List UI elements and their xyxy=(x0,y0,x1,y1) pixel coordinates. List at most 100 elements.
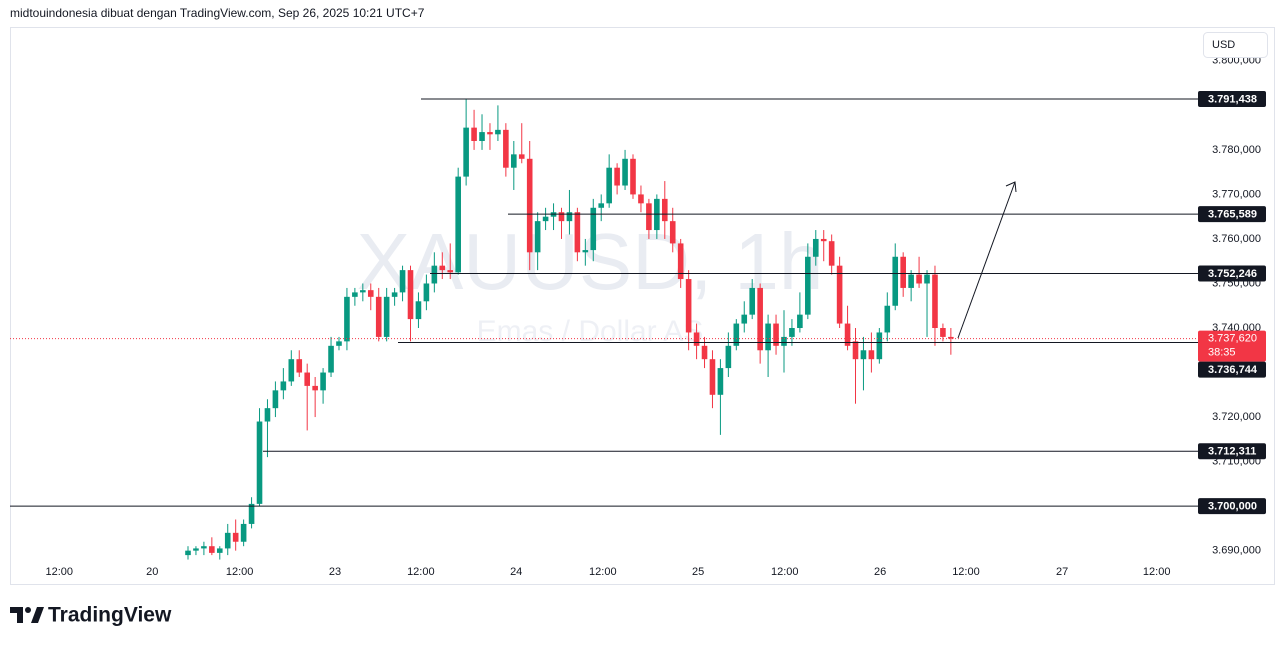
plot-area xyxy=(10,98,1198,560)
candle-body xyxy=(248,503,255,524)
candle-body xyxy=(312,385,318,391)
y-tick-label: 3.760,000 xyxy=(1212,233,1261,245)
candle-body xyxy=(264,408,271,422)
candle-body xyxy=(216,548,223,553)
candle-body xyxy=(820,238,827,242)
candle-body xyxy=(383,296,390,337)
x-tick-label: 12:00 xyxy=(952,566,980,578)
candle-body xyxy=(193,548,199,551)
candle-body xyxy=(288,359,295,382)
candle-body xyxy=(518,154,525,159)
candle-body xyxy=(407,270,414,320)
level-label: 3.752,246 xyxy=(1208,268,1257,280)
candle-body xyxy=(797,314,803,329)
candle-body xyxy=(860,350,867,360)
level-label: 3.791,438 xyxy=(1208,93,1257,105)
candle-body xyxy=(701,345,708,360)
candle-body xyxy=(391,292,398,297)
brand-name: TradingView xyxy=(48,604,172,627)
candle-body xyxy=(693,332,700,346)
candle-body xyxy=(892,256,899,306)
level-label: 3.765,589 xyxy=(1208,208,1257,220)
candle-body xyxy=(185,550,191,556)
candle-body xyxy=(948,336,954,339)
candle-body xyxy=(773,323,779,346)
candle-body xyxy=(908,274,914,288)
candle-body xyxy=(812,238,819,257)
currency-box[interactable] xyxy=(1203,32,1268,58)
x-tick-label: 12:00 xyxy=(589,566,617,578)
arrow-head xyxy=(1005,181,1017,193)
candle-body xyxy=(781,336,787,346)
candle-body xyxy=(725,345,732,369)
candle-body xyxy=(836,265,843,324)
candle-body xyxy=(336,341,342,346)
candle-body xyxy=(805,256,811,315)
candle-body xyxy=(876,332,883,360)
candle-body xyxy=(511,154,517,168)
level-label: 3.736,744 xyxy=(1208,364,1258,376)
candle-body xyxy=(765,323,771,351)
candle-body xyxy=(526,158,533,253)
candle-body xyxy=(828,241,835,266)
countdown-label: 38:35 xyxy=(1208,347,1236,359)
candle-body xyxy=(622,158,628,186)
candle-body xyxy=(757,287,763,351)
candle-body xyxy=(201,546,207,549)
candle-body xyxy=(463,127,469,177)
candle-body xyxy=(630,158,636,195)
candle-body xyxy=(495,129,501,135)
trend-arrow xyxy=(957,181,1017,339)
chart-frame xyxy=(10,27,1275,585)
candle-body xyxy=(868,350,875,360)
candle-body xyxy=(209,546,215,553)
candle-body xyxy=(558,212,565,222)
candle-body xyxy=(367,290,374,297)
candle-body xyxy=(685,279,692,333)
candle-body xyxy=(669,221,676,244)
y-tick-label: 3.690,000 xyxy=(1212,545,1261,557)
x-tick-label: 12:00 xyxy=(771,566,799,578)
candle-body xyxy=(304,372,310,386)
candle-body xyxy=(932,274,938,329)
candle-body xyxy=(606,167,612,204)
candle-body xyxy=(415,301,422,320)
candle-body xyxy=(479,132,485,141)
candle-body xyxy=(741,314,748,324)
candle-body xyxy=(503,129,509,168)
y-tick-label: 3.780,000 xyxy=(1212,144,1261,156)
candle-body xyxy=(598,203,605,208)
level-label-box xyxy=(1198,206,1266,223)
candle-body xyxy=(646,203,652,231)
x-tick-label: 24 xyxy=(510,566,522,578)
candle-body xyxy=(431,265,438,284)
candle-body xyxy=(844,323,851,346)
currency-button[interactable]: USD xyxy=(1203,32,1268,58)
logo-mark xyxy=(10,607,23,623)
x-tick-label: 26 xyxy=(874,566,886,578)
candle-body xyxy=(328,345,334,373)
x-tick-label: 27 xyxy=(1056,566,1068,578)
candle-body xyxy=(709,359,716,395)
candle-body xyxy=(789,328,795,337)
candle-body xyxy=(487,132,493,135)
candle-body xyxy=(272,390,279,409)
logo-dot xyxy=(25,607,31,613)
candle-body xyxy=(542,216,549,222)
level-label-box xyxy=(1198,361,1266,378)
candle-body xyxy=(344,296,350,342)
candle-body xyxy=(749,287,756,315)
candle-body xyxy=(852,341,859,360)
candle-body xyxy=(455,176,461,273)
level-label: 3.700,000 xyxy=(1208,501,1257,513)
candle-body xyxy=(614,167,620,186)
candle-body xyxy=(224,532,231,549)
y-tick-label: 3.720,000 xyxy=(1212,411,1261,423)
x-tick-label: 25 xyxy=(692,566,704,578)
candle-body xyxy=(471,127,477,141)
candle-body xyxy=(884,305,891,333)
candle-body xyxy=(916,274,922,284)
currency-label[interactable]: USD xyxy=(1212,39,1235,51)
candle-body xyxy=(717,368,724,395)
